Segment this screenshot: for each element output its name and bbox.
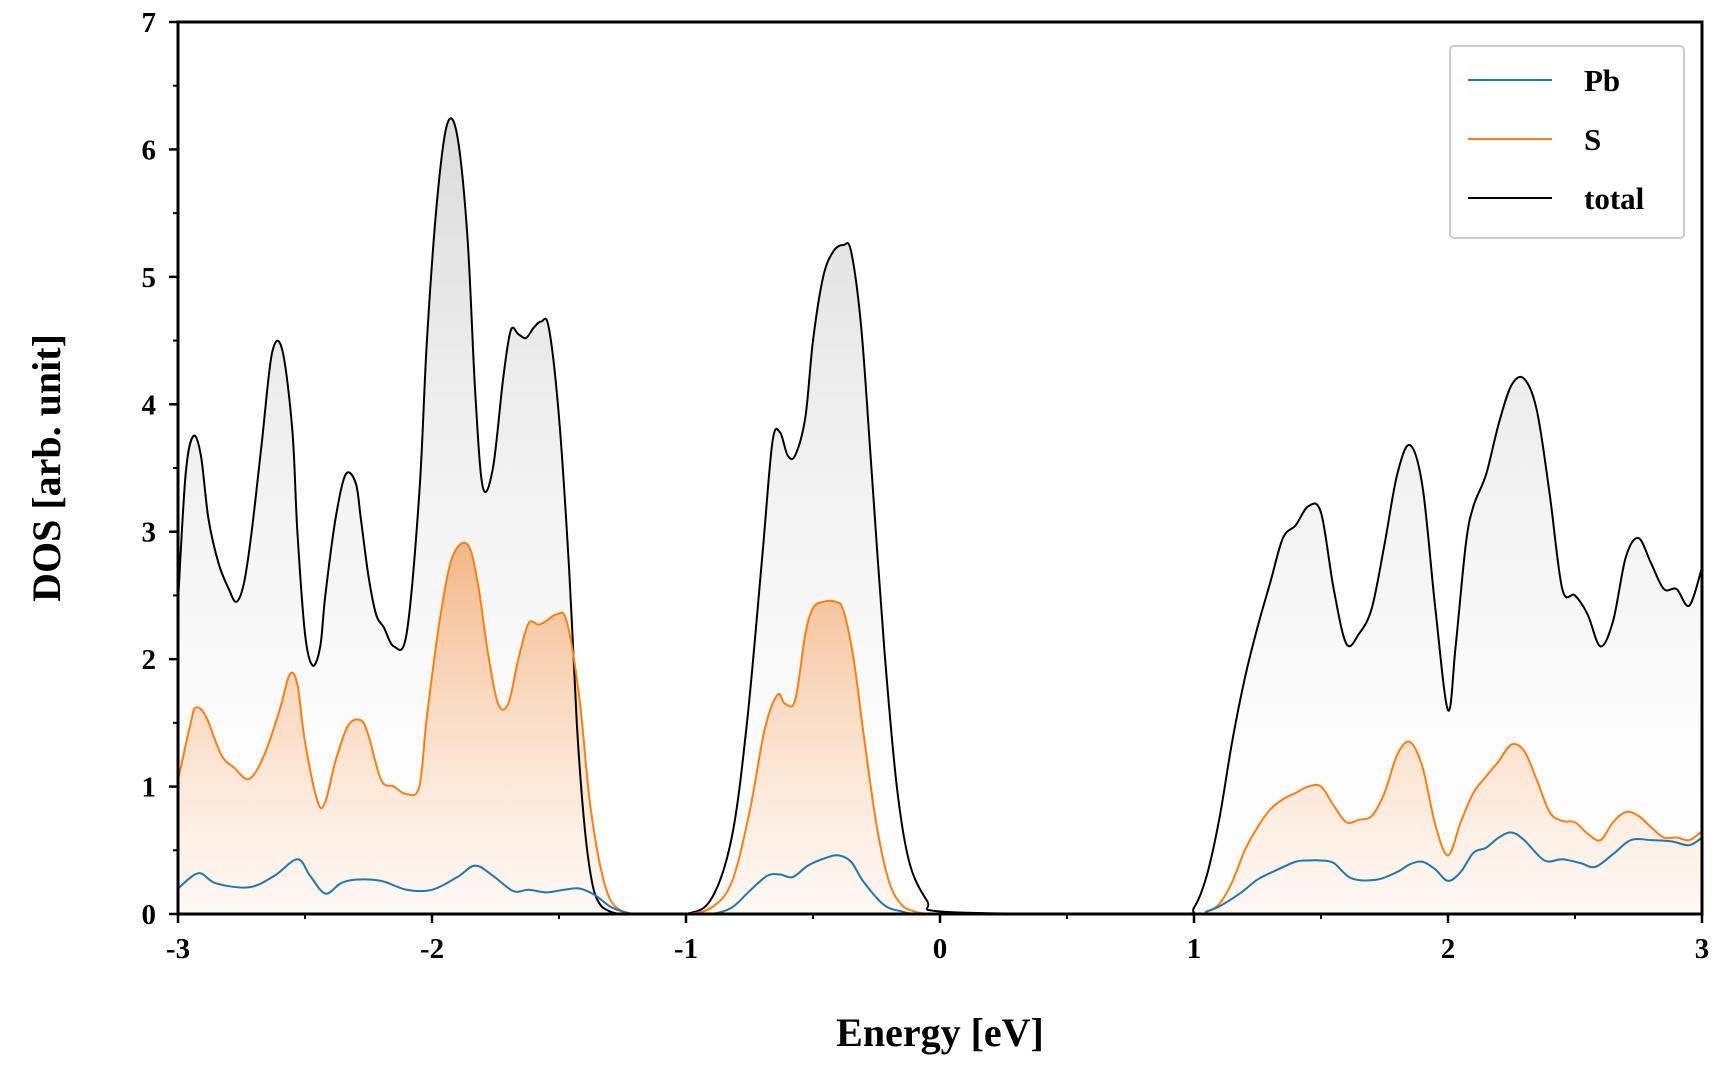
x-tick-label: -2 [420,933,444,965]
y-tick-label: 4 [142,389,157,421]
series-line-pb [177,831,1703,916]
legend-box [1449,45,1685,239]
legend-label-total: total [1584,181,1645,216]
series-fill-s [178,542,1702,914]
legend-label-s: S [1584,122,1601,157]
y-tick-label: 6 [142,134,157,166]
y-tick-label: 3 [142,517,157,549]
plot-area [177,117,1703,916]
y-tick-label: 7 [142,7,157,39]
axes: -3 -2 -1 0 1 2 3 0 1 2 3 4 5 6 7 Energy [eV] DOS [arb. u… [24,7,1709,1055]
x-tick-label: 1 [1187,933,1202,965]
x-tick-label: 0 [933,933,948,965]
x-tick-label: -3 [166,933,190,965]
y-tick-label: 0 [142,899,157,931]
x-tick-label: 2 [1441,933,1456,965]
y-tick-label: 2 [142,644,157,676]
x-tick-label: -1 [674,933,698,965]
series-line-total [177,117,1703,916]
y-tick-label: 1 [142,772,157,804]
x-tick-label: 3 [1695,933,1710,965]
series-line-s [177,541,1703,916]
x-axis-label: Energy [eV] [836,1010,1044,1055]
legend-label-pb: Pb [1584,63,1620,98]
y-axis-label: DOS [arb. unit] [24,334,69,602]
y-tick-label: 5 [142,262,157,294]
